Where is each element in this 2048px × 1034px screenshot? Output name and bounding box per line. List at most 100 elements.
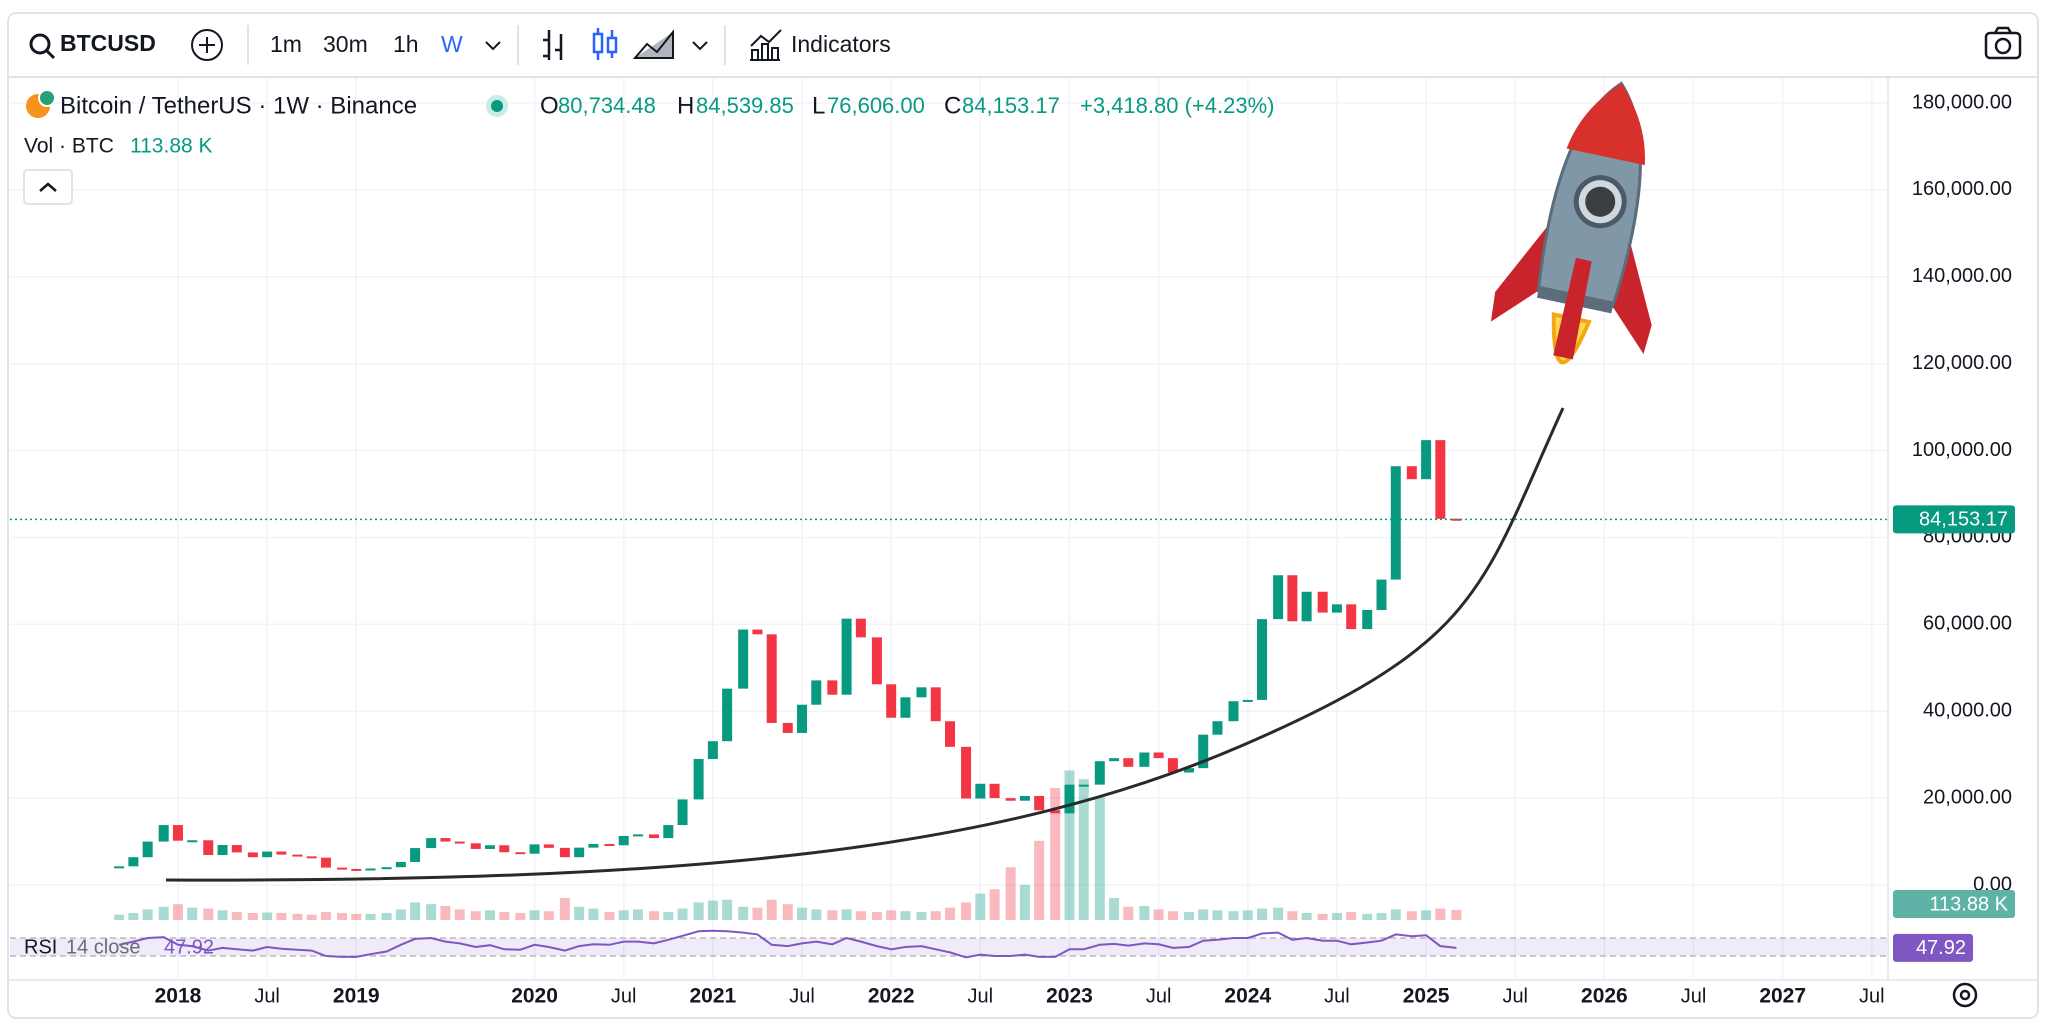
trend-curve <box>165 407 1565 882</box>
x-tick-label: Jul <box>1146 985 1172 1007</box>
x-tick-label: 2018 <box>155 985 202 1008</box>
candle <box>484 845 495 849</box>
volume-bar <box>365 913 376 920</box>
chart-type-dropdown[interactable] <box>692 41 708 51</box>
add-icon <box>199 37 215 53</box>
rsi-value: 47.92 <box>164 936 214 958</box>
last-price-box <box>1893 505 2015 534</box>
candle <box>1109 758 1120 762</box>
volume-bar <box>588 908 599 920</box>
candle <box>649 834 660 839</box>
volume-bar <box>1287 911 1298 920</box>
volume-bar <box>559 898 570 920</box>
candle <box>262 851 273 858</box>
volume-bar <box>247 912 258 920</box>
add-symbol[interactable] <box>191 29 223 61</box>
candle <box>961 746 972 799</box>
candle <box>900 697 911 718</box>
x-tick-label: Jul <box>1681 985 1707 1007</box>
candle <box>722 688 733 742</box>
volume-bar <box>1109 898 1120 920</box>
candle <box>604 843 615 846</box>
candle <box>1198 734 1209 769</box>
snapshot-icon[interactable] <box>1984 26 2022 60</box>
high-value: 84,539.85 <box>696 93 794 118</box>
volume-bar <box>1273 907 1284 920</box>
volume-bar <box>574 906 585 920</box>
x-tick-label: 2020 <box>511 985 558 1008</box>
interval[interactable]: 1m <box>270 31 302 57</box>
search-icon[interactable] <box>29 33 51 55</box>
rsi-pane: 47.92 <box>10 929 1973 962</box>
collapse-button[interactable] <box>23 169 73 205</box>
volume-bar <box>1198 909 1209 920</box>
volume-bar <box>426 904 437 920</box>
rocket <box>1490 81 1652 365</box>
interval-dropdown[interactable] <box>485 41 501 51</box>
volume-bar <box>1331 912 1342 920</box>
candle <box>1212 721 1223 735</box>
candle <box>203 840 214 856</box>
y-tick-label: 120,000.00 <box>1912 352 2012 374</box>
settings-icon[interactable] <box>1952 982 1978 1008</box>
candle <box>1139 752 1150 767</box>
indicators-button[interactable]: Indicators <box>791 31 891 57</box>
candle <box>752 629 763 635</box>
volume-bar <box>811 909 822 920</box>
volume-bar <box>203 908 214 920</box>
candle <box>1167 758 1178 773</box>
candle <box>989 783 1000 799</box>
bars-icon[interactable] <box>543 30 563 60</box>
symbol[interactable]: BTCUSD <box>60 30 156 56</box>
close-value: 84,153.17 <box>962 93 1060 118</box>
candle <box>945 721 956 747</box>
volume-bar <box>900 911 911 920</box>
candle <box>1064 784 1075 814</box>
rsi-title: RSI <box>24 936 57 958</box>
candle <box>1346 604 1357 630</box>
volume-bar <box>1123 906 1134 920</box>
interval[interactable]: 30m <box>323 31 368 57</box>
volume-last-box <box>1893 890 2015 918</box>
candle <box>172 825 183 841</box>
volume-bar <box>1228 911 1239 920</box>
candle <box>1301 591 1312 622</box>
candle <box>158 825 169 842</box>
volume-bar <box>114 914 125 920</box>
volume-bar <box>1406 911 1417 920</box>
candle <box>320 857 331 868</box>
candle <box>1317 591 1328 613</box>
low-prefix: L <box>812 92 825 119</box>
candle <box>1078 784 1089 787</box>
candle <box>142 841 153 858</box>
candle <box>841 618 852 695</box>
x-tick-label: 2021 <box>690 985 737 1008</box>
volume-last-label: 113.88 K <box>1929 893 2008 915</box>
candle <box>975 783 986 799</box>
x-tick-label: 2026 <box>1581 985 1628 1008</box>
candle <box>916 687 927 698</box>
area-icon[interactable] <box>632 29 674 59</box>
candle <box>855 618 866 638</box>
candle <box>1228 701 1239 722</box>
x-tick-label: Jul <box>254 985 280 1007</box>
candle <box>231 845 242 853</box>
volume-bar <box>395 909 406 920</box>
volume-bar <box>989 889 1000 920</box>
volume-bar <box>529 910 540 920</box>
candles-icon[interactable] <box>592 28 618 60</box>
volume-bar <box>454 909 465 920</box>
volume-bar <box>1050 788 1061 920</box>
x-tick-label: Jul <box>611 985 637 1007</box>
candle <box>1094 761 1105 785</box>
rsi-line <box>118 929 1457 959</box>
candle <box>738 629 749 689</box>
last-price-label: 84,153.17 <box>1919 509 2008 531</box>
open-prefix: O <box>540 92 559 119</box>
collapse-icon <box>39 182 57 192</box>
x-tick-label: Jul <box>1502 985 1528 1007</box>
x-tick-label: 2025 <box>1403 985 1450 1008</box>
interval[interactable]: 1h <box>393 31 419 57</box>
volume-bar <box>752 907 763 920</box>
interval-active[interactable]: W <box>441 31 463 57</box>
